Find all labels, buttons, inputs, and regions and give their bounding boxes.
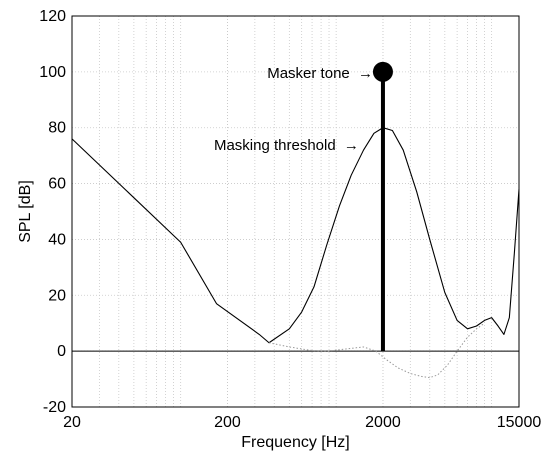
masker-tone-arrow: → xyxy=(358,65,373,82)
masking-threshold-label: Masking threshold xyxy=(214,137,336,154)
masking-threshold-line xyxy=(71,127,520,344)
x-tick-label: 20 xyxy=(63,414,81,431)
y-tick-label: 0 xyxy=(57,343,66,360)
masker-marker xyxy=(372,61,393,352)
x-tick-label: 200 xyxy=(214,414,241,431)
grid xyxy=(72,16,519,407)
plot-frame xyxy=(71,15,520,408)
y-tick-label: 20 xyxy=(48,287,66,304)
tick-labels: 20 200 2000 15000 -20 0 20 40 60 80 100 120 xyxy=(39,8,541,431)
y-tick-label: 120 xyxy=(39,8,66,25)
y-tick-label: -20 xyxy=(43,399,66,416)
x-tick-label: 2000 xyxy=(365,414,401,431)
masker-tone-annotation: Masker tone → xyxy=(267,65,373,82)
series xyxy=(71,127,520,379)
y-tick-label: 80 xyxy=(48,120,66,137)
masking-threshold-arrow: → xyxy=(344,137,359,154)
masking-threshold-annotation: Masking threshold → xyxy=(214,137,359,154)
y-axis-label: SPL [dB] xyxy=(17,180,34,243)
masker-tone-label: Masker tone xyxy=(267,65,350,82)
y-tick-label: 60 xyxy=(48,176,66,193)
masker-point xyxy=(372,61,393,82)
threshold-in-quiet-line xyxy=(268,322,485,379)
y-tick-label: 40 xyxy=(48,231,66,248)
x-tick-label: 15000 xyxy=(497,414,542,431)
x-axis-label: Frequency [Hz] xyxy=(241,434,349,451)
y-tick-label: 100 xyxy=(39,64,66,81)
